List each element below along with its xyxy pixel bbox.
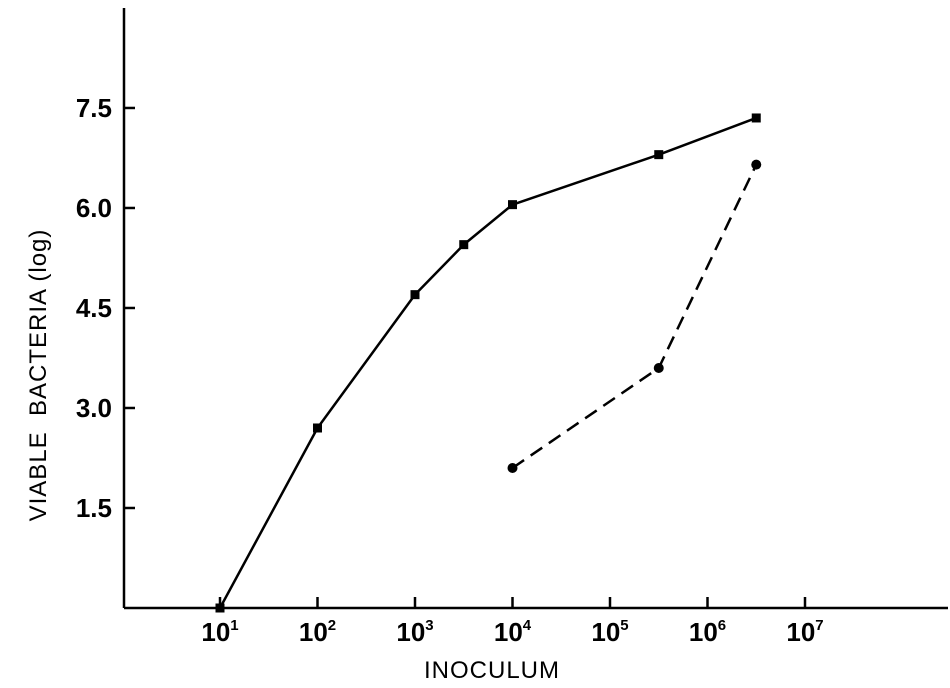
series-2-point xyxy=(507,462,518,473)
series-1-point xyxy=(313,423,322,433)
series-1-point xyxy=(459,240,469,250)
x-ticks: 101 102 103 104 105 106 107 xyxy=(201,597,824,647)
x-tick-label: 101 xyxy=(201,617,238,647)
series-2-point xyxy=(751,159,762,170)
x-tick-label: 103 xyxy=(396,617,433,647)
y-tick-label: 7.5 xyxy=(76,93,112,123)
y-tick-label: 6.0 xyxy=(76,193,112,223)
series-1-point xyxy=(751,113,761,123)
series-layer xyxy=(215,113,762,613)
y-tick-label: 3.0 xyxy=(76,393,112,423)
series-1-line xyxy=(218,116,757,609)
series-2-point xyxy=(653,362,664,373)
series-1-point xyxy=(508,200,517,210)
y-tick-label: 4.5 xyxy=(76,293,112,323)
series-1-point xyxy=(654,150,664,160)
y-ticks: 1.5 3.0 4.5 6.0 7.5 xyxy=(76,93,135,523)
series-2-line xyxy=(511,164,758,470)
x-tick-label: 107 xyxy=(786,617,823,647)
series-1-point xyxy=(410,290,420,300)
y-axis-title: VIABLE BACTERIA (log) xyxy=(25,229,52,522)
x-tick-label: 102 xyxy=(299,617,336,647)
series-1-point xyxy=(215,603,225,613)
x-axis-title: INOCULUM xyxy=(424,657,560,684)
y-tick-label: 1.5 xyxy=(76,493,112,523)
x-tick-label: 106 xyxy=(689,617,726,647)
x-tick-label: 105 xyxy=(591,617,628,647)
x-tick-label: 104 xyxy=(494,617,532,647)
